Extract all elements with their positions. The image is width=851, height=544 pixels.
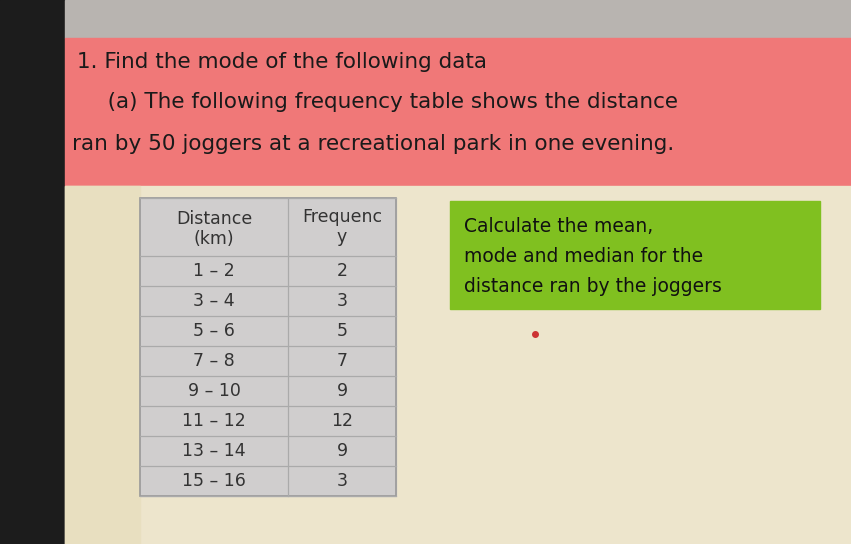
Text: 11 – 12: 11 – 12: [182, 412, 246, 430]
Text: Calculate the mean,: Calculate the mean,: [464, 217, 654, 236]
Text: distance ran by the joggers: distance ran by the joggers: [464, 277, 722, 296]
Text: 7: 7: [336, 352, 347, 370]
Text: 2: 2: [336, 262, 347, 280]
Bar: [140, 198, 396, 496]
Text: ran by 50 joggers at a recreational park in one evening.: ran by 50 joggers at a recreational park…: [72, 134, 674, 154]
Text: 5: 5: [336, 322, 347, 340]
Text: y: y: [337, 228, 347, 246]
Text: 1. Find the mode of the following data: 1. Find the mode of the following data: [77, 52, 487, 72]
Text: 5 – 6: 5 – 6: [193, 322, 235, 340]
Bar: [65, 0, 851, 38]
Bar: [140, 198, 396, 496]
Text: 12: 12: [331, 412, 353, 430]
Text: 3 – 4: 3 – 4: [193, 292, 235, 310]
Text: 13 – 14: 13 – 14: [182, 442, 246, 460]
Bar: [65, 186, 140, 544]
Text: (a) The following frequency table shows the distance: (a) The following frequency table shows …: [87, 92, 678, 112]
Bar: [450, 201, 820, 309]
Text: 7 – 8: 7 – 8: [193, 352, 235, 370]
Text: 9: 9: [336, 442, 347, 460]
Text: Distance: Distance: [176, 210, 252, 228]
Bar: [65, 38, 851, 186]
Text: 9 – 10: 9 – 10: [187, 382, 241, 400]
Text: 9: 9: [336, 382, 347, 400]
Bar: [65, 186, 851, 544]
Text: 3: 3: [336, 472, 347, 490]
Text: 15 – 16: 15 – 16: [182, 472, 246, 490]
Text: (km): (km): [194, 230, 234, 248]
Text: 3: 3: [336, 292, 347, 310]
Text: Frequenc: Frequenc: [302, 208, 382, 226]
Text: mode and median for the: mode and median for the: [464, 247, 703, 266]
Text: 1 – 2: 1 – 2: [193, 262, 235, 280]
